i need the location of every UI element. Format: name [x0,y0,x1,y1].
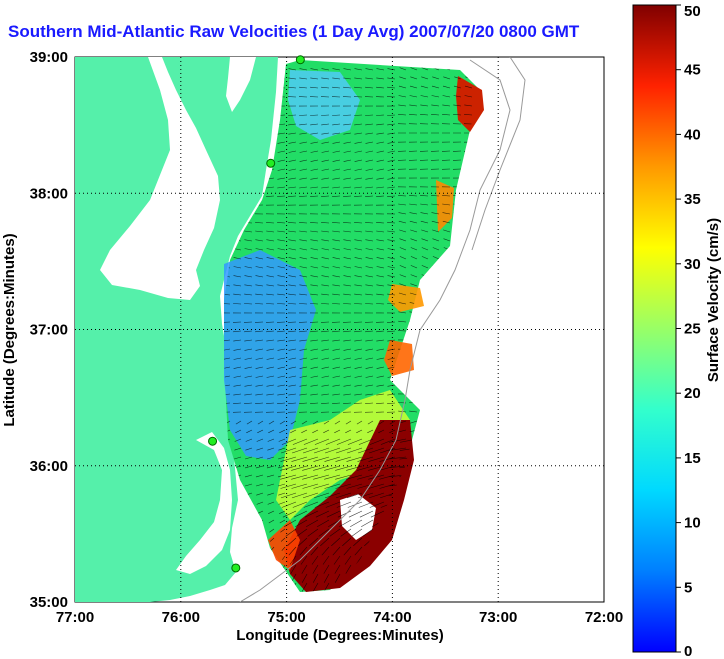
colorbar-tick-label: 15 [684,450,701,467]
colorbar-tick-label: 10 [684,515,701,532]
x-tick-label: 72:00 [585,609,623,626]
colorbar-ticks: 0 5 10 15 20 25 30 35 40 45 50 [676,3,701,659]
station-2-marker [266,158,276,168]
x-tick-label: 77:00 [56,609,94,626]
delaware-bay [226,57,256,112]
x-axis-label: Longitude (Degrees:Minutes) [236,627,444,644]
x-tick-label: 76:00 [162,609,200,626]
pamlico-sound [176,432,232,574]
map-title: Southern Mid-Atlantic Raw Velocities (1 … [8,22,580,41]
y-tick-label: 37:00 [30,322,68,339]
colorbar-tick-label: 35 [684,191,701,208]
x-tick-label: 73:00 [479,609,517,626]
white-gap [340,494,376,540]
colorbar-tick-label: 30 [684,256,701,273]
x-tick-label: 74:00 [373,609,411,626]
high-velocity-ne [456,76,484,132]
colorbar-tick-label: 0 [684,643,692,659]
y-tick-label: 36:00 [30,458,68,475]
y-tick-labels: 39:00 38:00 37:00 36:00 35:00 [30,49,68,611]
y-tick-label: 38:00 [30,185,68,202]
x-tick-label: 75:00 [267,609,305,626]
chesapeake-bay [100,57,220,300]
radar-stations [208,55,305,573]
station-4-marker [231,563,241,573]
colorbar-tick-label: 50 [684,3,701,20]
mid-velocity-zone [276,390,410,520]
low-velocity-zone-north [288,70,360,140]
orange-patch-2 [388,284,424,312]
high-velocity-edge [268,520,300,570]
colorbar-tick-label: 20 [684,385,701,402]
orange-patch-1 [436,180,454,232]
isobath-contour-outer [471,57,526,251]
y-axis-label: Latitude (Degrees:Minutes) [1,233,18,426]
colorbar-tick-label: 25 [684,321,701,338]
x-tick-labels: 77:00 76:00 75:00 74:00 73:00 72:00 [56,609,623,626]
orange-patch-3 [384,340,414,376]
colorbar-tick-label: 5 [684,579,692,596]
colorbar-tick-label: 45 [684,62,701,79]
colorbar-tick-label: 40 [684,126,701,143]
map-grid [75,57,604,602]
y-tick-label: 35:00 [30,594,68,611]
isobath-contour [239,59,511,602]
station-3-marker [208,436,218,446]
y-tick-label: 39:00 [30,49,68,66]
low-velocity-zone [224,250,316,460]
colorbar [632,4,677,653]
station-1-marker [295,55,305,65]
colorbar-label: Surface Velocity (cm/s) [705,218,722,382]
